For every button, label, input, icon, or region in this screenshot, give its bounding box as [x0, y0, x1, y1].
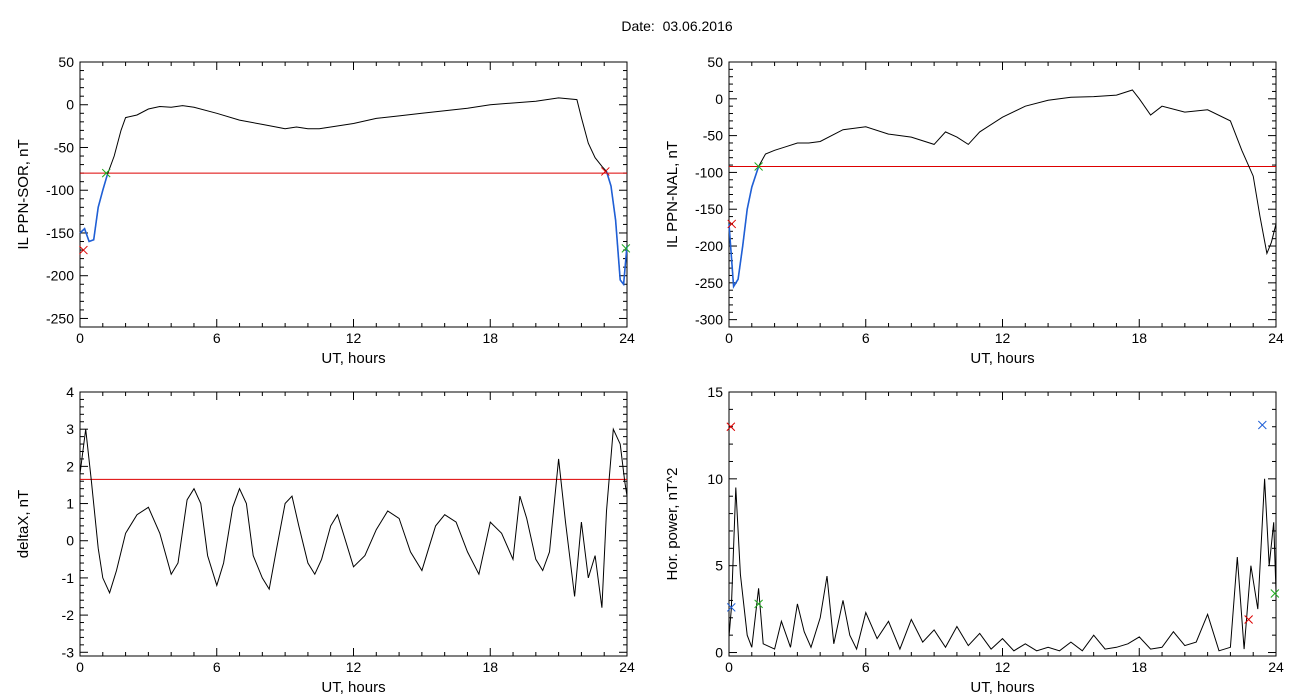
y-tick-label: -50 — [703, 128, 723, 144]
x-tick-label: 18 — [482, 659, 498, 675]
x-tick-label: 0 — [76, 659, 84, 675]
y-tick-label: -150 — [46, 225, 74, 241]
x-marker — [754, 599, 763, 609]
y-tick-label: -1 — [62, 570, 75, 586]
y-axis-title: deltaX, nT — [15, 490, 32, 558]
x-tick-label: 6 — [862, 330, 870, 346]
y-tick-label: -250 — [46, 310, 74, 326]
y-tick-label: 4 — [66, 384, 74, 400]
y-axis-title: IL PPN-SOR, nT — [15, 139, 32, 249]
x-marker — [79, 245, 88, 255]
x-tick-label: 18 — [1131, 330, 1147, 346]
x-tick-label: 6 — [213, 659, 221, 675]
plot-frame — [79, 391, 628, 657]
x-marker — [600, 167, 610, 176]
x-tick-label: 24 — [619, 330, 635, 346]
data-trace — [728, 478, 1277, 652]
x-tick-label: 0 — [725, 330, 733, 346]
data-trace — [79, 97, 628, 286]
chart-power: 0 6 12 18 24 0 5 10 15 UT, hours Hor. power, nT^2 — [664, 384, 1284, 696]
x-marker-stroke — [600, 167, 610, 176]
y-tick-label: -250 — [695, 275, 723, 291]
y-tick-label: 2 — [66, 458, 74, 474]
y-tick-label: -50 — [54, 139, 74, 155]
x-tick-label: 6 — [213, 330, 221, 346]
y-tick-label: -200 — [695, 238, 723, 254]
x-marker-stroke — [1270, 589, 1280, 598]
x-axis-title: UT, hours — [970, 679, 1034, 696]
y-tick-label: 0 — [66, 97, 74, 113]
x-tick-label: 12 — [346, 659, 362, 675]
x-tick-label: 18 — [1131, 659, 1147, 675]
plot-frame — [728, 391, 1277, 657]
x-tick-label: 6 — [862, 659, 870, 675]
plot-frame — [79, 61, 628, 328]
y-axis-title: Hor. power, nT^2 — [664, 468, 681, 581]
plot-frame — [728, 61, 1277, 328]
x-tick-label: 12 — [995, 659, 1011, 675]
y-tick-label: -200 — [46, 268, 74, 284]
x-marker-stroke — [727, 219, 737, 229]
y-tick-label: -300 — [695, 312, 723, 328]
y-tick-label: -2 — [62, 607, 75, 623]
y-tick-label: 0 — [66, 533, 74, 549]
y-tick-label: 5 — [715, 558, 723, 574]
y-tick-label: 3 — [66, 421, 74, 437]
x-marker-stroke — [1257, 420, 1267, 430]
x-marker — [754, 162, 763, 171]
x-marker — [1244, 615, 1254, 624]
chart-nal: 0 6 12 18 24 -300 -250 -200 -150 -100 -50 0 50 UT, ho… — [664, 54, 1284, 367]
chart-sor: 0 6 12 18 24 -250 -200 -150 -100 -50 0 50 UT, hours I… — [15, 54, 635, 367]
highlight-trace — [605, 171, 628, 287]
x-marker-stroke — [726, 603, 736, 612]
y-tick-label: 10 — [707, 471, 723, 487]
page-title: Date: 03.06.2016 — [621, 18, 733, 34]
y-tick-label: -3 — [62, 644, 75, 660]
x-marker-stroke — [621, 244, 631, 253]
x-tick-label: 12 — [995, 330, 1011, 346]
y-tick-label: 50 — [707, 54, 723, 70]
data-trace — [79, 427, 628, 608]
x-marker-stroke — [726, 422, 736, 432]
y-tick-label: 15 — [707, 384, 723, 400]
y-tick-label: 50 — [58, 54, 74, 70]
x-axis-title: UT, hours — [970, 350, 1034, 367]
x-marker-stroke — [79, 245, 88, 255]
x-marker — [1257, 420, 1267, 430]
y-tick-label: 0 — [715, 91, 723, 107]
y-tick-label: -100 — [695, 164, 723, 180]
x-tick-label: 12 — [346, 330, 362, 346]
x-tick-label: 24 — [1268, 659, 1284, 675]
highlight-trace — [728, 166, 760, 290]
x-axis-title: UT, hours — [321, 679, 385, 696]
y-tick-label: 0 — [715, 645, 723, 661]
y-tick-label: -100 — [46, 182, 74, 198]
x-marker-stroke — [754, 162, 763, 171]
x-marker — [726, 422, 736, 432]
x-marker-stroke — [754, 599, 763, 609]
x-marker — [727, 219, 737, 229]
y-tick-label: 1 — [66, 496, 74, 512]
x-axis-title: UT, hours — [321, 350, 385, 367]
highlight-trace — [79, 174, 109, 243]
y-axis-title: IL PPN-NAL, nT — [664, 141, 681, 248]
y-tick-label: -150 — [695, 201, 723, 217]
x-marker — [1270, 589, 1280, 598]
data-trace — [728, 89, 1277, 289]
x-tick-label: 24 — [619, 659, 635, 675]
x-marker — [101, 168, 111, 178]
x-marker-stroke — [101, 168, 111, 178]
x-tick-label: 24 — [1268, 330, 1284, 346]
x-tick-label: 18 — [482, 330, 498, 346]
x-marker — [726, 603, 736, 612]
x-tick-label: 0 — [725, 659, 733, 675]
x-marker-stroke — [1244, 615, 1254, 624]
x-marker — [621, 244, 631, 253]
x-tick-label: 0 — [76, 330, 84, 346]
